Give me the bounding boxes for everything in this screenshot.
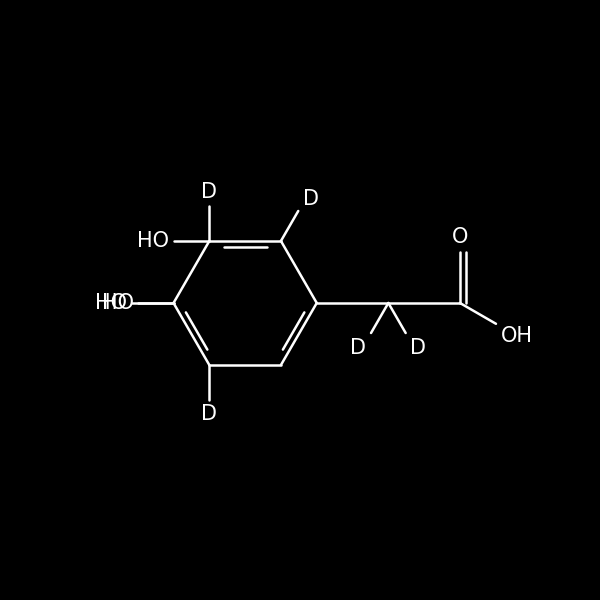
- Text: D: D: [303, 188, 319, 209]
- Text: OH: OH: [500, 326, 533, 346]
- Text: HO: HO: [101, 293, 134, 313]
- Text: D: D: [202, 182, 217, 202]
- Text: HO: HO: [137, 231, 169, 251]
- Text: O: O: [452, 227, 468, 247]
- Text: D: D: [202, 404, 217, 424]
- Text: HO: HO: [95, 293, 127, 313]
- Text: D: D: [350, 338, 367, 358]
- Text: D: D: [410, 338, 426, 358]
